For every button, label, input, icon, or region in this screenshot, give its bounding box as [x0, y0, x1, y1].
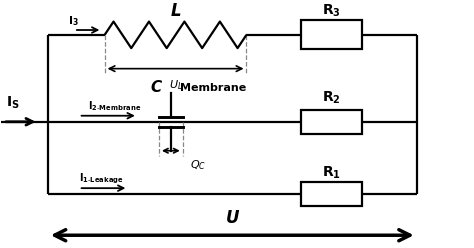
Text: C: C — [150, 80, 161, 95]
Text: L: L — [170, 2, 181, 20]
Bar — [301, 182, 362, 206]
Bar — [301, 110, 362, 134]
Text: $\mathbf{R_2}$: $\mathbf{R_2}$ — [322, 90, 341, 106]
Text: $\mathbf{R_1}$: $\mathbf{R_1}$ — [322, 164, 341, 181]
Text: $Q_C$: $Q_C$ — [190, 158, 206, 172]
Text: U: U — [226, 209, 239, 227]
Bar — [301, 20, 362, 49]
Text: $\mathbf{R_3}$: $\mathbf{R_3}$ — [322, 2, 341, 19]
Text: $\mathbf{I_{1\text{-}Leakage}}$: $\mathbf{I_{1\text{-}Leakage}}$ — [79, 171, 123, 186]
Text: Membrane: Membrane — [180, 83, 246, 93]
Text: $\mathbf{I_3}$: $\mathbf{I_3}$ — [69, 15, 80, 29]
Text: $\mathbf{I_{2\text{-}Membrane}}$: $\mathbf{I_{2\text{-}Membrane}}$ — [88, 99, 142, 113]
Text: $U_L$: $U_L$ — [169, 78, 182, 92]
Text: $\mathbf{I_S}$: $\mathbf{I_S}$ — [6, 94, 19, 111]
